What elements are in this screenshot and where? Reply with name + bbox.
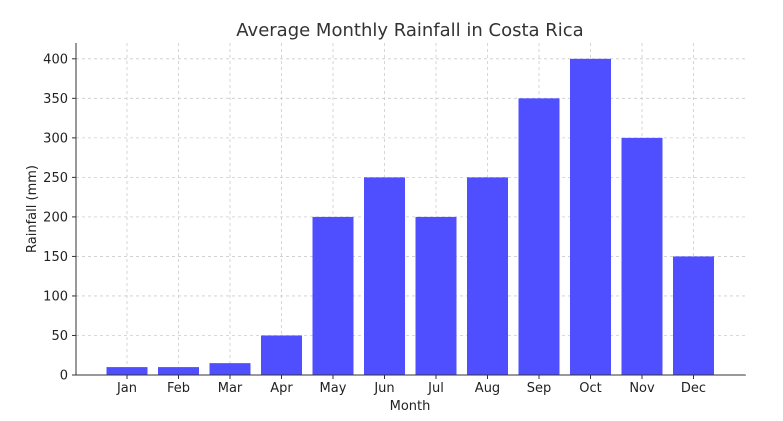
bar-apr [261,335,302,375]
x-tick-label: Nov [629,381,655,396]
x-tick-label: Feb [167,381,190,396]
bar-jun [364,177,405,375]
y-tick-label: 300 [43,131,68,146]
x-tick-label: Oct [579,381,601,396]
y-tick-label: 150 [43,250,68,265]
bar-mar [209,363,251,375]
x-tick-label: Sep [527,381,552,396]
bar-feb [158,367,199,375]
x-tick-label: May [320,381,347,396]
y-tick-label: 50 [51,329,68,344]
bar-may [312,216,354,375]
y-axis-label: Rainfall (mm) [25,165,40,253]
x-tick-label: Dec [681,381,706,396]
bar-aug [467,177,508,375]
x-ticks: Jan Feb Mar Apr May Jun Jul Aug Sep Oct Nov Dec [116,375,706,396]
bar-nov [621,137,663,375]
y-tick-label: 250 [43,171,68,186]
chart-title: Average Monthly Rainfall in Costa Rica [236,20,583,41]
x-axis-label: Month [390,399,431,414]
y-tick-label: 400 [43,52,68,67]
bar-sep [518,98,560,375]
bars [106,58,714,376]
bar-jan [106,367,148,375]
bar-dec [673,256,714,375]
x-tick-label: Jan [116,381,137,396]
y-tick-label: 100 [43,289,68,304]
x-tick-label: Mar [218,381,243,396]
x-tick-label: Jul [427,381,444,396]
x-tick-label: Aug [475,381,500,396]
bar-jul [415,216,457,375]
x-tick-label: Jun [373,381,394,396]
y-tick-label: 200 [43,210,68,225]
y-tick-label: 0 [60,369,68,384]
y-tick-label: 350 [43,92,68,107]
x-tick-label: Apr [270,381,293,396]
bar-oct [570,58,611,376]
y-ticks: 0 50 100 150 200 250 300 350 400 [43,52,76,384]
